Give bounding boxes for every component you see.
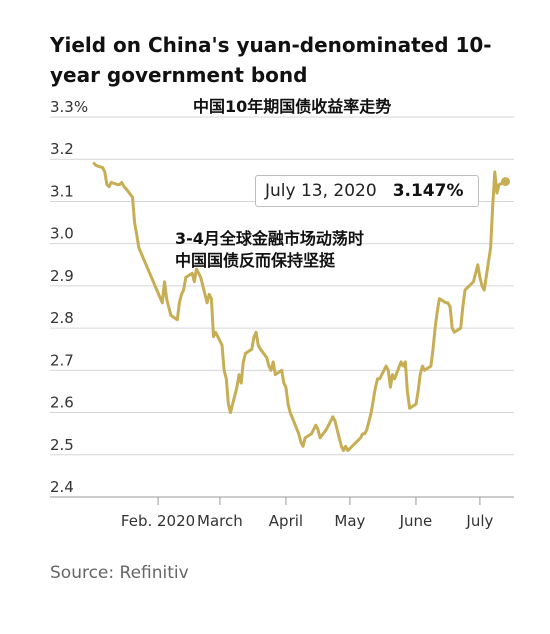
y-tick-label: 2.4 [50, 478, 74, 496]
value-callout: July 13, 2020 3.147% [255, 175, 479, 207]
chart-title: Yield on China's yuan-denominated 10-yea… [50, 33, 492, 87]
y-tick-label: 2.6 [50, 394, 74, 412]
x-tick-label: June [399, 512, 433, 530]
x-tick-label: July [465, 512, 493, 530]
y-tick-label: 3.1 [50, 182, 74, 200]
y-tick-label: 2.9 [50, 267, 74, 285]
series-line [92, 161, 507, 453]
x-tick-label: Feb. 2020 [121, 512, 195, 530]
y-tick-label: 2.5 [50, 436, 74, 454]
callout-date: July 13, 2020 [265, 181, 377, 201]
y-tick-label: 2.7 [50, 351, 74, 369]
x-tick-label: May [334, 512, 365, 530]
grid-lines [50, 116, 514, 498]
y-tick-label: 3.2 [50, 140, 74, 158]
callout-value: 3.147% [392, 181, 464, 201]
y-axis: 3.3% 3.2 3.1 3.0 2.9 2.8 2.7 2.6 2.5 2.4 [50, 98, 88, 496]
source-note: Source: Refinitiv [50, 563, 189, 583]
annotation-line-1: 3-4月全球金融市场动荡时 [175, 229, 364, 248]
y-tick-label: 2.8 [50, 309, 74, 327]
annotation-line-2: 中国国债反而保持坚挺 [175, 251, 336, 270]
annotation: 3-4月全球金融市场动荡时 中国国债反而保持坚挺 [175, 228, 364, 272]
x-tick-label: March [197, 512, 243, 530]
x-axis: Feb. 2020 March April May June July [121, 497, 494, 530]
chart-subtitle: 中国10年期国债收益率走势 [193, 97, 392, 116]
y-tick-label: 3.3% [50, 98, 88, 116]
end-point-marker [500, 177, 510, 187]
y-tick-label: 3.0 [50, 225, 74, 243]
x-tick-label: April [269, 512, 303, 530]
